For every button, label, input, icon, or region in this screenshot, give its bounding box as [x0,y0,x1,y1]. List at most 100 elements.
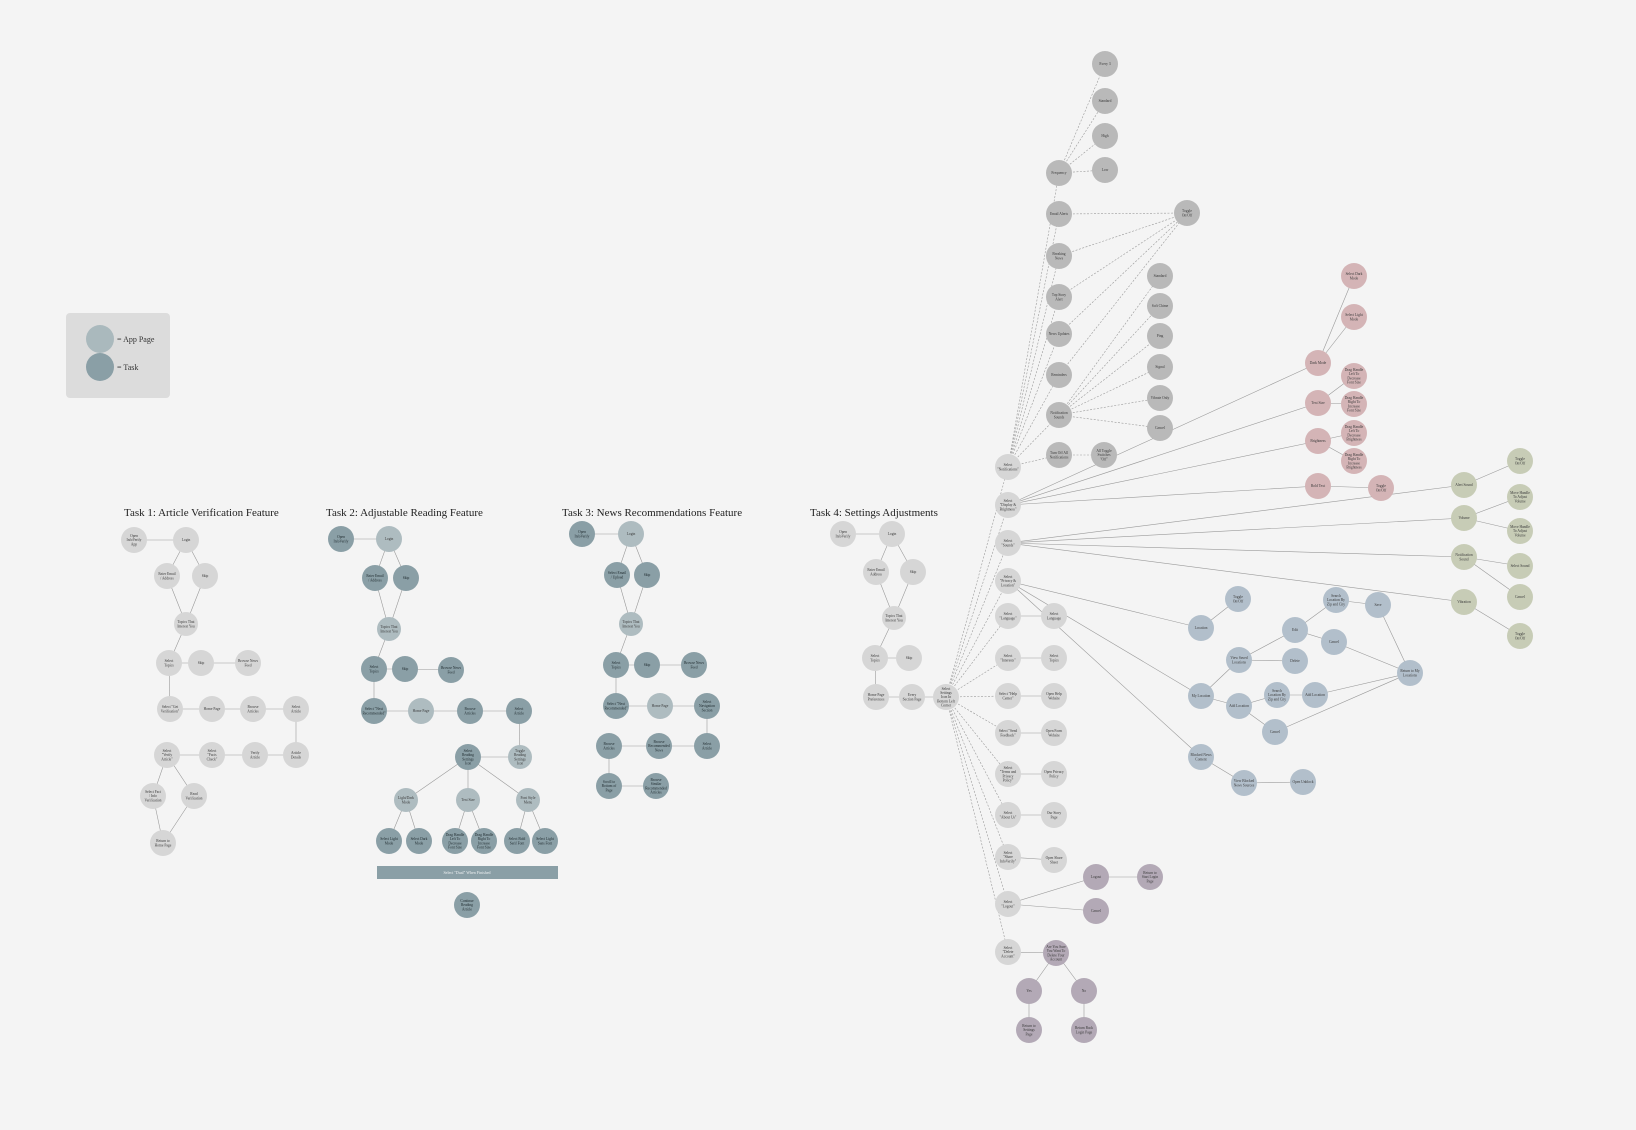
node-circle [1041,683,1067,709]
node-circle [376,526,402,552]
node-label: Add Location [1305,693,1325,697]
connector [945,466,1009,698]
node-label: Blocked News Content [1190,753,1212,761]
node-label: Home Page [413,709,430,713]
node-circle [1451,544,1477,570]
node-circle [1321,629,1347,655]
flow-node-p1: Dark Mode [1305,350,1331,376]
node-circle [242,742,268,768]
flow-node-t3j: Home Page [647,693,673,719]
flow-node-f2: Standard [1092,88,1118,114]
node-circle [394,788,418,812]
node-label: Select Email / Upload [608,571,626,579]
flow-node-d3: Ping [1147,323,1173,349]
node-circle [456,788,480,812]
node-circle [1043,940,1069,966]
node-circle [188,650,214,676]
flow-node-n7: Notification Sounds [1046,402,1072,428]
node-label: Bold Text [1311,484,1325,488]
flow-node-t2a: Open InfoVerify [328,526,354,552]
flow-node-r9: Open Privacy Policy [1041,761,1067,787]
flow-node-p7: Drag Handle Left To Decrease Font Size [1341,363,1367,389]
node-label: Browse News Feed [238,659,259,667]
node-label: Select Sound [1511,564,1530,568]
flow-node-t1q: Select Fact / Info Verification [140,783,166,809]
node-circle [1507,553,1533,579]
connector [945,696,1009,905]
flow-node-n4: Top Story Alert [1046,284,1072,310]
node-label: Browse Articles [464,707,476,715]
flow-node-t2i: Select "Next Recommended" [361,698,387,724]
node-label: Topics That Interest You [885,614,903,622]
node-circle [1071,978,1097,1004]
connector [1274,672,1411,733]
flow-node-s9: Select "Terms and Privacy Policy" [995,761,1021,787]
node-label: Home Page Preferences [868,693,885,701]
flow-node-f1: Every 3 [1092,51,1118,77]
node-label: View Saved Locations [1230,656,1247,664]
flow-node-b6: Add Location [1226,693,1252,719]
flow-node-t1b: Login [173,527,199,553]
node-label: Select "About Us" [1000,811,1017,819]
flow-node-t2e: Topics That Interest You [377,617,401,641]
flow-node-t1f: Select Topics [156,650,182,676]
node-label: Breaking News [1052,252,1065,260]
flow-node-t4i: Every Section Page [899,684,925,710]
node-label: Select Dark Mode [411,837,428,845]
node-circle [361,656,387,682]
node-circle [995,761,1021,787]
legend-task-label: = Task [117,362,139,372]
node-circle [681,652,707,678]
connector [1007,517,1465,544]
flow-node-t2q: Font Style Menu [516,788,540,812]
node-label: Add Location [1229,704,1249,708]
node-circle [1092,157,1118,183]
node-circle [882,606,906,630]
flow-node-u6: No [1071,978,1097,1004]
flow-node-t3k: Select Navigation Section [694,693,720,719]
node-label: Cancel [1329,640,1339,644]
node-circle [995,645,1021,671]
flow-node-t2c: Enter Email / Address [362,565,388,591]
flow-node-n5: News Updates [1046,321,1072,347]
node-circle [879,521,905,547]
node-label: Notification Sound [1455,553,1473,561]
node-circle [392,656,418,682]
node-label: Skip [644,573,651,577]
connector [1058,100,1106,174]
node-label: Home Page [204,707,221,711]
node-label: Select "Next Recommended" [604,702,628,710]
node-label: Select Reading Settings Icon [462,749,474,766]
connector [1058,63,1106,174]
node-circle [361,698,387,724]
node-circle [174,612,198,636]
node-circle [1262,719,1288,745]
flow-node-t1l: Select Article [283,696,309,722]
node-circle [995,891,1021,917]
node-label: Skip [198,661,205,665]
node-label: Select "Facts Check" [207,749,218,761]
node-label: Email Alerts [1050,212,1069,216]
connector [1007,903,1097,912]
node-circle [1046,442,1072,468]
flow-node-t1a: Open InfoVerify App [121,527,147,553]
node-label: Select Topics [369,665,379,673]
flow-node-t3l: Browse Articles [596,733,622,759]
node-circle [634,652,660,678]
node-circle [1046,284,1072,310]
node-circle [1365,592,1391,618]
node-circle [830,521,856,547]
node-label: Select Article [291,705,301,713]
flow-node-t1g: Skip [188,650,214,676]
node-label: Return Back Login Page [1075,1026,1093,1034]
node-label: Return to Home Page [155,839,172,847]
node-label: Topics That Interest You [380,625,398,633]
node-circle [863,684,889,710]
node-label: Reminders [1051,373,1067,377]
node-label: Skip [402,667,409,671]
node-label: Select Article [702,742,712,750]
node-label: Cancel [1270,730,1280,734]
flow-node-u8: Return Back Login Page [1071,1017,1097,1043]
node-label: Toggle On/Off [1376,484,1387,492]
node-label: Drag Handle Left To Decrease Brightness [1345,425,1364,442]
